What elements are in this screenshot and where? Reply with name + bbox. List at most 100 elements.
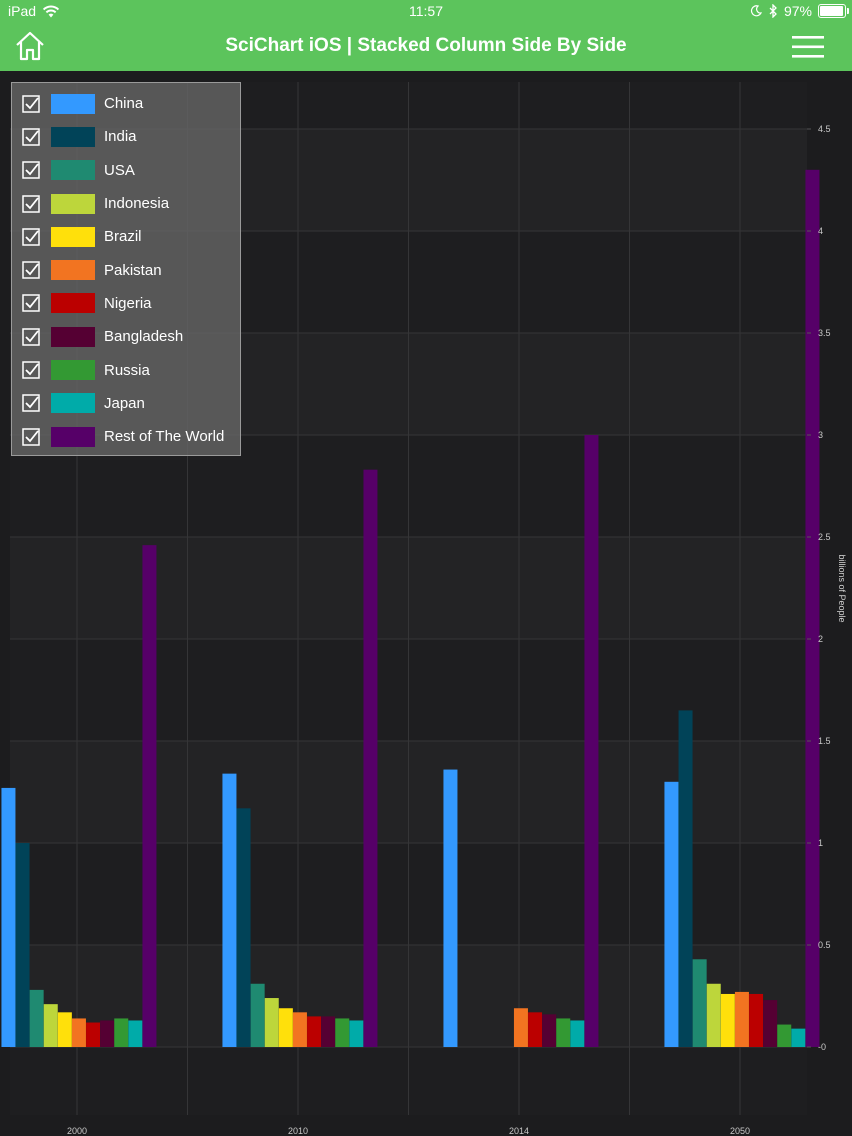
home-icon[interactable] [14,30,46,62]
status-right: 97% [750,3,849,19]
legend-label: Pakistan [104,261,162,279]
bar-pakistan-2014 [513,1008,528,1047]
bar-russia-2050 [777,1024,792,1047]
status-left: iPad [8,3,60,19]
checkbox-checked-icon[interactable] [22,161,40,179]
battery-level [820,6,844,16]
bar-india-2000 [15,843,30,1047]
bar-india-2050 [678,710,693,1047]
legend-item-russia[interactable]: Russia [12,353,240,386]
x-axis: 2000 2010 2014 2050 [67,1126,750,1136]
checkbox-checked-icon[interactable] [22,128,40,146]
bar-nigeria-2050 [749,993,764,1047]
checkbox-checked-icon[interactable] [22,228,40,246]
legend-swatch [51,360,95,381]
checkbox-checked-icon[interactable] [22,294,40,313]
device-name: iPad [8,3,37,19]
bar-china-2010 [222,773,237,1047]
checkbox-checked-icon[interactable] [22,361,40,379]
hamburger-menu-icon[interactable] [792,36,824,58]
bar-russia-2010 [335,1018,350,1047]
bar-indonesia-2050 [706,983,721,1047]
legend-label: Bangladesh [104,328,184,346]
checkbox-checked-icon[interactable] [22,194,40,213]
bar-nigeria-2014 [528,1012,543,1047]
legend-label: Japan [104,394,145,412]
bar-pakistan-2010 [292,1012,307,1047]
bar-china-2014 [443,769,458,1047]
bluetooth-icon [769,4,777,18]
checkbox-checked-icon[interactable] [22,327,40,346]
bar-brazil-2010 [278,1008,293,1047]
legend-item-pakistan[interactable]: Pakistan [12,253,240,286]
navigation-bar: SciChart iOS | Stacked Column Side By Si… [0,24,852,71]
checkbox-checked-icon[interactable] [22,427,40,446]
y-tick-label: 0.5 [818,940,831,950]
legend-item-china[interactable]: China [12,87,240,120]
y-tick-label: 3 [818,430,823,440]
bar-russia-2000 [114,1018,129,1047]
page-title: SciChart iOS | Stacked Column Side By Si… [225,35,627,56]
y-tick-label: 4 [818,226,823,236]
legend-swatch [51,393,95,414]
legend-item-usa[interactable]: USA [12,154,240,187]
bar-bangladesh-2000 [100,1020,115,1047]
legend-item-indonesia[interactable]: Indonesia [12,187,240,220]
bar-usa-2000 [29,989,44,1047]
x-tick-label: 2050 [730,1126,750,1136]
legend-item-india[interactable]: India [12,120,240,153]
legend-item-bangladesh[interactable]: Bangladesh [12,320,240,353]
bar-bangladesh-2050 [763,1000,778,1047]
legend-label: China [104,95,144,113]
chart-legend: China India USA Indonesia Brazil Pakistan Nige… [11,82,241,457]
bar-brazil-2000 [57,1012,72,1047]
chart-bars [1,169,820,1048]
bar-rest-of-the-world-2010 [363,469,378,1047]
legend-swatch [51,326,95,347]
legend-label: Nigeria [104,294,152,312]
legend-label: Brazil [104,228,142,246]
battery-percent: 97% [783,3,812,19]
moon-icon [750,5,762,17]
bar-indonesia-2010 [264,998,279,1047]
bar-brazil-2050 [720,993,735,1047]
bar-india-2010 [236,808,251,1047]
legend-item-japan[interactable]: Japan [12,387,240,420]
legend-label: Russia [104,361,150,379]
bar-japan-2010 [349,1020,364,1047]
legend-item-rest-of-the-world[interactable]: Rest of The World [12,420,240,453]
checkbox-checked-icon[interactable] [22,261,40,279]
chart-area[interactable]: -0 0.5 1 1.5 2 2.5 3 3.5 4 4.5 billions of People … [0,71,852,1136]
wifi-icon [42,5,60,17]
bar-bangladesh-2010 [321,1016,336,1047]
legend-swatch [51,93,95,114]
bar-nigeria-2000 [86,1022,101,1047]
legend-label: Indonesia [104,195,170,213]
bar-usa-2010 [250,983,265,1047]
bar-pakistan-2000 [71,1018,86,1047]
legend-label: Rest of The World [104,428,225,446]
y-tick-label: -0 [818,1042,826,1052]
legend-label: India [104,128,137,146]
y-tick-label: 4.5 [818,124,831,134]
checkbox-checked-icon[interactable] [22,94,40,113]
y-tick-label: 3.5 [818,328,831,338]
y-tick-label: 2 [818,634,823,644]
legend-swatch [51,226,95,247]
legend-item-brazil[interactable]: Brazil [12,220,240,253]
checkbox-checked-icon[interactable] [22,394,40,413]
bar-rest-of-the-world-2050 [805,169,820,1048]
x-tick-label: 2000 [67,1126,87,1136]
legend-item-nigeria[interactable]: Nigeria [12,287,240,320]
legend-swatch [51,293,95,314]
status-time: 11:57 [409,3,443,19]
bar-russia-2014 [556,1018,571,1047]
bar-nigeria-2010 [307,1016,322,1047]
bar-japan-2014 [570,1020,585,1047]
bar-japan-2000 [128,1020,143,1047]
battery-icon [818,4,849,18]
bar-pakistan-2050 [734,991,749,1047]
legend-swatch [51,160,95,181]
x-tick-label: 2014 [509,1126,529,1136]
